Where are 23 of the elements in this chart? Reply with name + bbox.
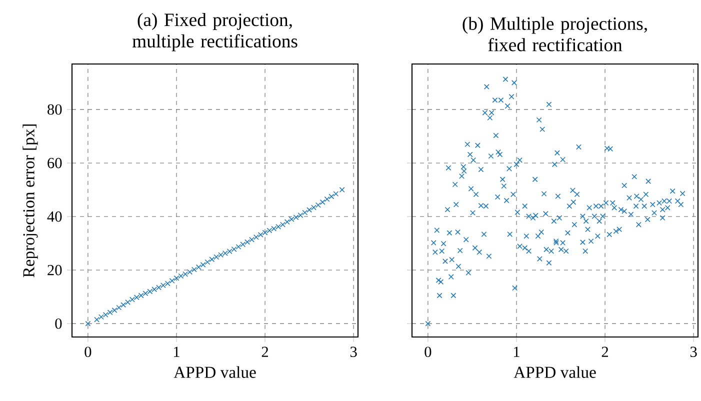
- y-axis-title: Reprojection error [px]: [22, 124, 38, 278]
- point: [85, 320, 91, 326]
- point: [94, 316, 100, 322]
- x-tick-label: 3: [690, 346, 697, 358]
- y-tick-label: 60: [48, 158, 62, 168]
- point: [339, 187, 345, 193]
- y-tick-label: 40: [47, 211, 62, 222]
- x-axis-title: APPD value: [174, 366, 256, 378]
- y-tick-label: 20: [48, 264, 62, 276]
- x-tick-label: 1: [514, 346, 520, 357]
- x-tick-label: 0: [424, 346, 432, 358]
- x-tick-label: 2: [602, 346, 608, 357]
- point: [315, 202, 321, 208]
- point: [320, 199, 326, 205]
- x-tick-label: 2: [262, 346, 268, 357]
- y-tick-label: 0: [55, 318, 62, 329]
- x-axis-title: APPD value: [514, 366, 596, 378]
- x-tick-label: 3: [350, 346, 357, 358]
- x-tick-label: 0: [84, 346, 92, 358]
- chart-title: (b) Multiple projections, fixed rectification: [462, 16, 647, 52]
- chart-title: (a) Fixed projection, multiple rectifications: [132, 13, 298, 52]
- y-tick-label: 80: [48, 104, 62, 115]
- x-tick-label: 1: [174, 346, 180, 357]
